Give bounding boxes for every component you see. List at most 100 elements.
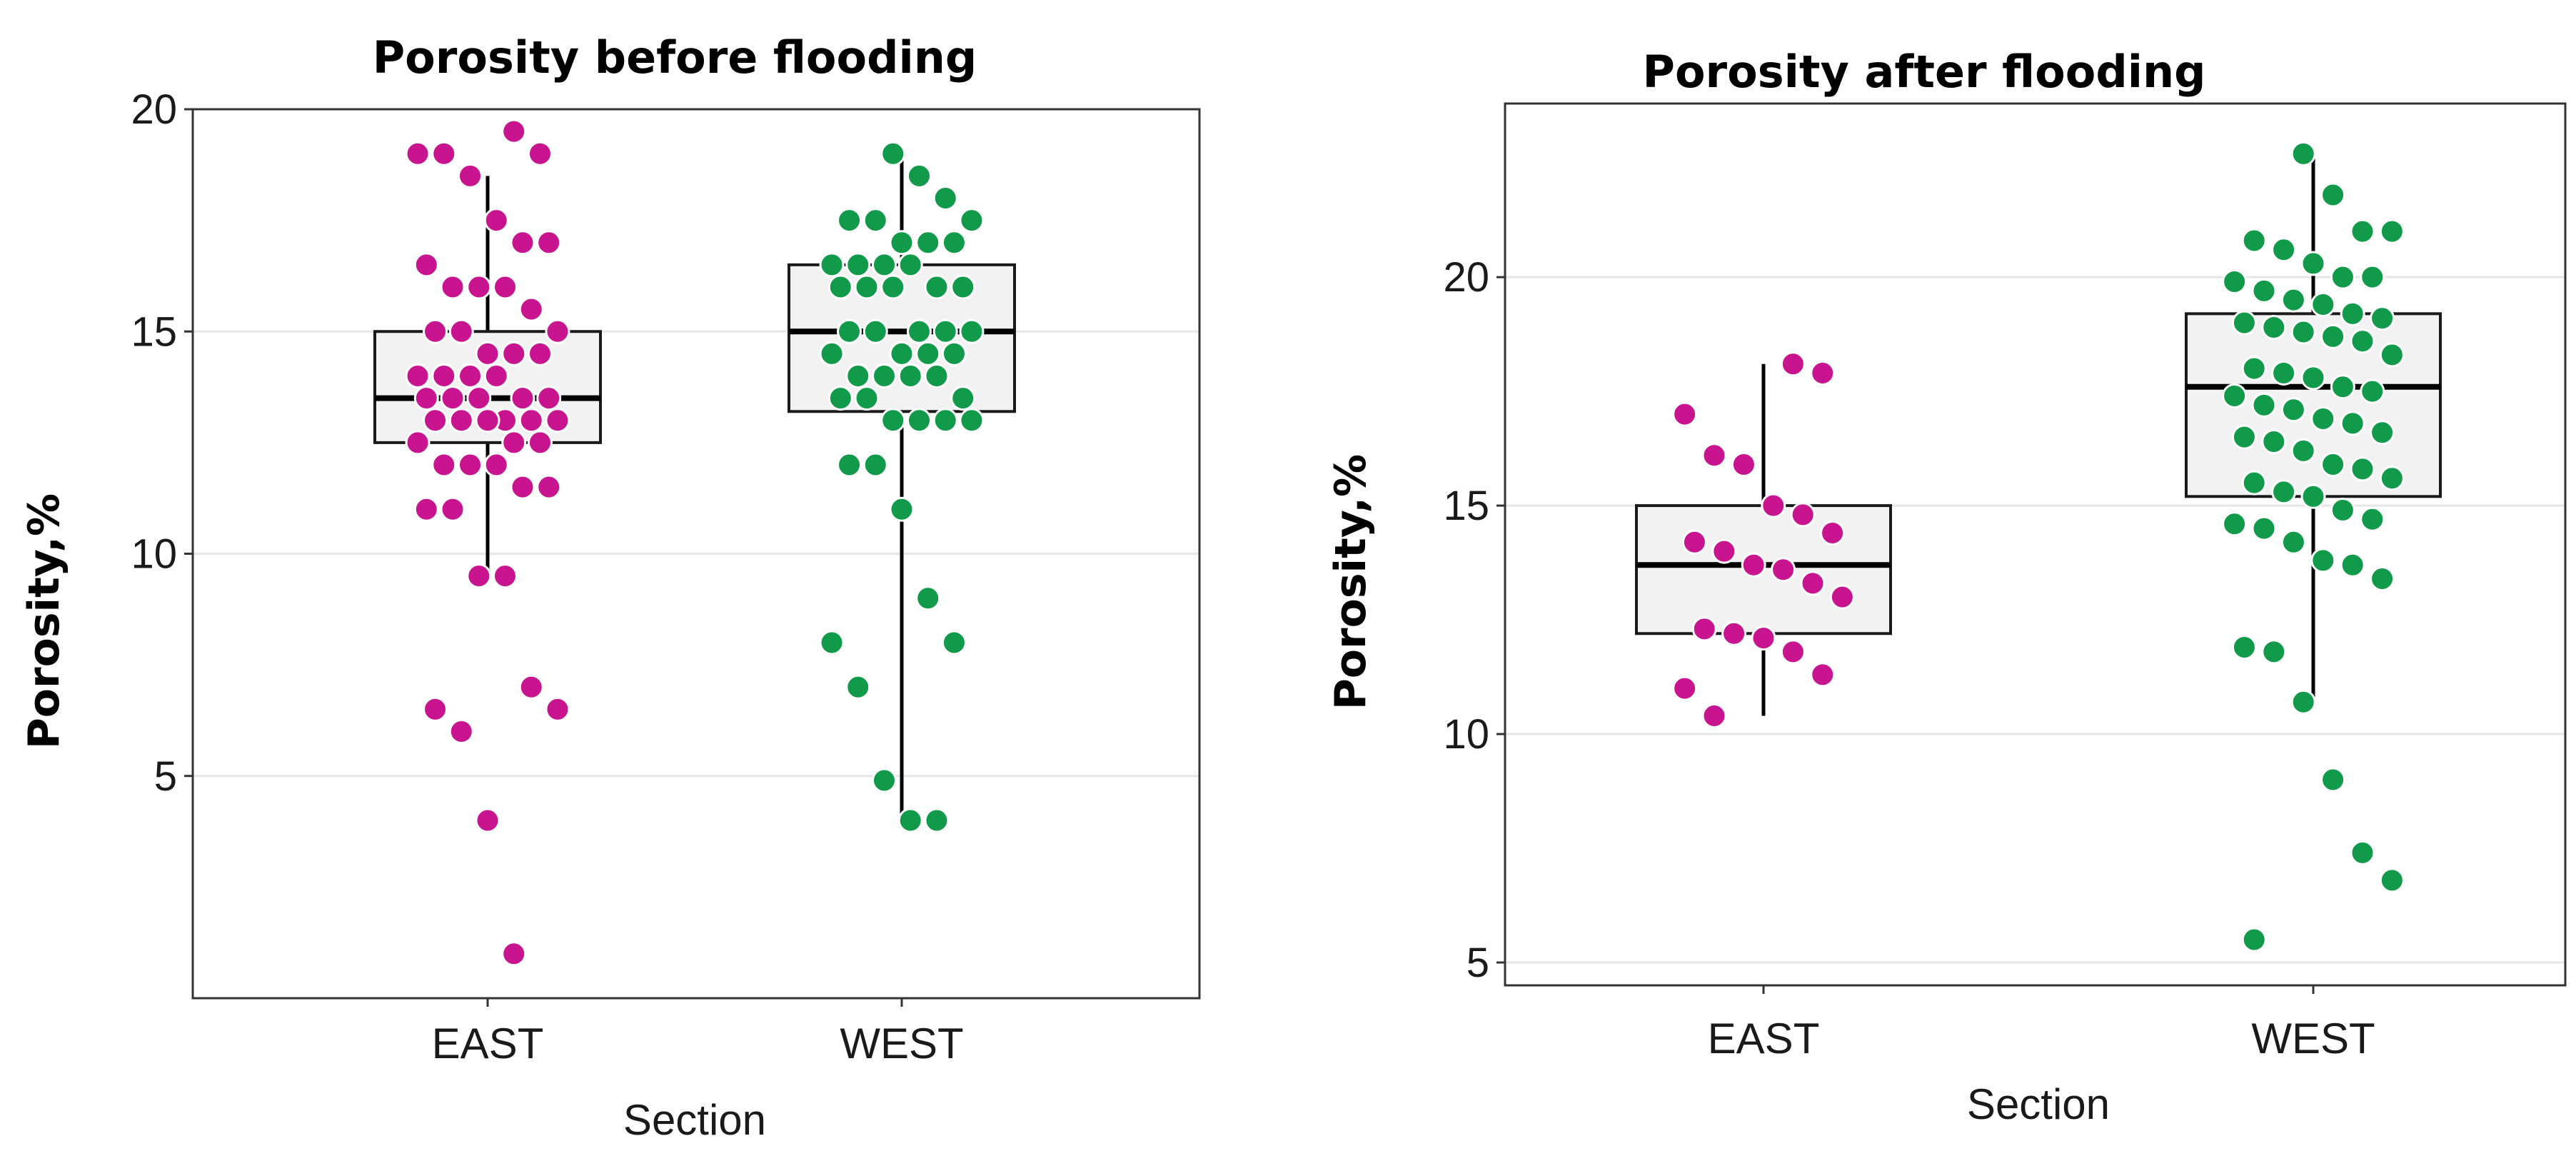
data-point <box>1761 493 1786 518</box>
data-point <box>906 163 932 189</box>
data-point <box>1771 557 1796 583</box>
data-point <box>492 563 518 589</box>
data-point <box>2241 927 2267 953</box>
data-point <box>1681 529 1707 555</box>
data-point <box>2261 639 2287 665</box>
data-point <box>872 363 897 388</box>
data-point <box>2222 269 2248 295</box>
data-point <box>932 186 958 211</box>
data-point <box>1741 552 1766 578</box>
data-point <box>2271 479 2297 505</box>
data-point <box>924 363 950 388</box>
data-point <box>466 386 492 411</box>
data-point <box>536 230 562 256</box>
data-point <box>1731 452 1756 478</box>
data-point <box>827 386 853 411</box>
data-point <box>1829 584 1855 610</box>
data-point <box>862 208 888 233</box>
data-point <box>2300 483 2326 509</box>
data-point <box>423 408 448 433</box>
data-point <box>431 452 457 478</box>
data-point <box>1800 571 1826 596</box>
data-point <box>1691 616 1717 642</box>
data-point <box>915 230 941 256</box>
data-point <box>483 208 509 233</box>
data-point <box>501 341 527 366</box>
data-point <box>423 318 448 344</box>
data-point <box>405 430 431 456</box>
data-point <box>501 430 527 456</box>
data-point <box>1790 502 1816 528</box>
data-point <box>518 408 544 433</box>
chart-after-flooding: Porosity after flooding Porosity,% Secti… <box>1326 46 2567 1128</box>
data-point <box>897 363 923 388</box>
chart-before-flooding: Porosity before flooding Porosity,% Sect… <box>19 31 1201 1144</box>
y-tick-label: 15 <box>131 308 177 355</box>
data-point <box>2290 438 2316 463</box>
data-point <box>545 696 570 722</box>
data-point <box>536 386 562 411</box>
data-point <box>2370 566 2395 591</box>
data-point <box>2340 552 2365 578</box>
data-point <box>959 318 985 344</box>
x-ticks: EAST WEST <box>432 998 964 1067</box>
data-point <box>2360 506 2385 532</box>
data-point <box>837 452 862 478</box>
x-tick-label: WEST <box>2251 1015 2375 1062</box>
data-point <box>2320 767 2346 793</box>
data-point <box>2290 319 2316 345</box>
data-point <box>854 274 880 300</box>
data-point <box>2379 466 2405 491</box>
data-point <box>2350 328 2375 354</box>
x-tick-label: WEST <box>840 1020 963 1067</box>
data-point <box>1701 443 1727 468</box>
data-point <box>405 141 431 166</box>
data-point <box>2370 420 2395 446</box>
data-point <box>880 141 906 166</box>
data-point <box>2360 264 2385 290</box>
y-tick-label: 20 <box>1443 254 1489 301</box>
data-point <box>405 363 431 388</box>
data-point <box>2350 456 2375 482</box>
data-point <box>924 808 950 833</box>
data-point <box>880 408 906 433</box>
y-ticks: 5 10 15 20 <box>131 86 193 800</box>
data-points <box>405 119 985 967</box>
data-point <box>510 386 535 411</box>
data-point <box>2231 310 2257 336</box>
data-point <box>889 230 915 256</box>
data-point <box>827 274 853 300</box>
data-point <box>1711 538 1737 564</box>
data-point <box>466 274 492 300</box>
data-point <box>950 386 976 411</box>
data-point <box>475 408 500 433</box>
data-point <box>475 808 500 833</box>
data-point <box>2280 529 2306 555</box>
data-point <box>423 696 448 722</box>
y-tick-label: 5 <box>1466 940 1489 986</box>
data-point <box>915 341 941 366</box>
data-point <box>2379 218 2405 244</box>
data-point <box>2310 292 2336 318</box>
data-point <box>2280 397 2306 423</box>
data-point <box>845 252 871 278</box>
x-tick-label: EAST <box>1708 1015 1820 1062</box>
data-point <box>413 386 439 411</box>
data-point <box>1701 703 1727 728</box>
data-point <box>527 341 553 366</box>
data-point <box>2261 315 2287 341</box>
data-point <box>906 408 932 433</box>
data-point <box>2320 182 2346 208</box>
data-point <box>2320 323 2346 349</box>
data-point <box>431 141 457 166</box>
data-point <box>440 386 466 411</box>
data-point <box>924 274 950 300</box>
chart-title: Porosity after flooding <box>1643 46 2206 98</box>
data-point <box>2350 218 2375 244</box>
data-point <box>492 274 518 300</box>
data-point <box>1780 639 1806 665</box>
data-point <box>2330 498 2355 523</box>
data-point <box>448 408 474 433</box>
box-iqr <box>2185 312 2442 498</box>
